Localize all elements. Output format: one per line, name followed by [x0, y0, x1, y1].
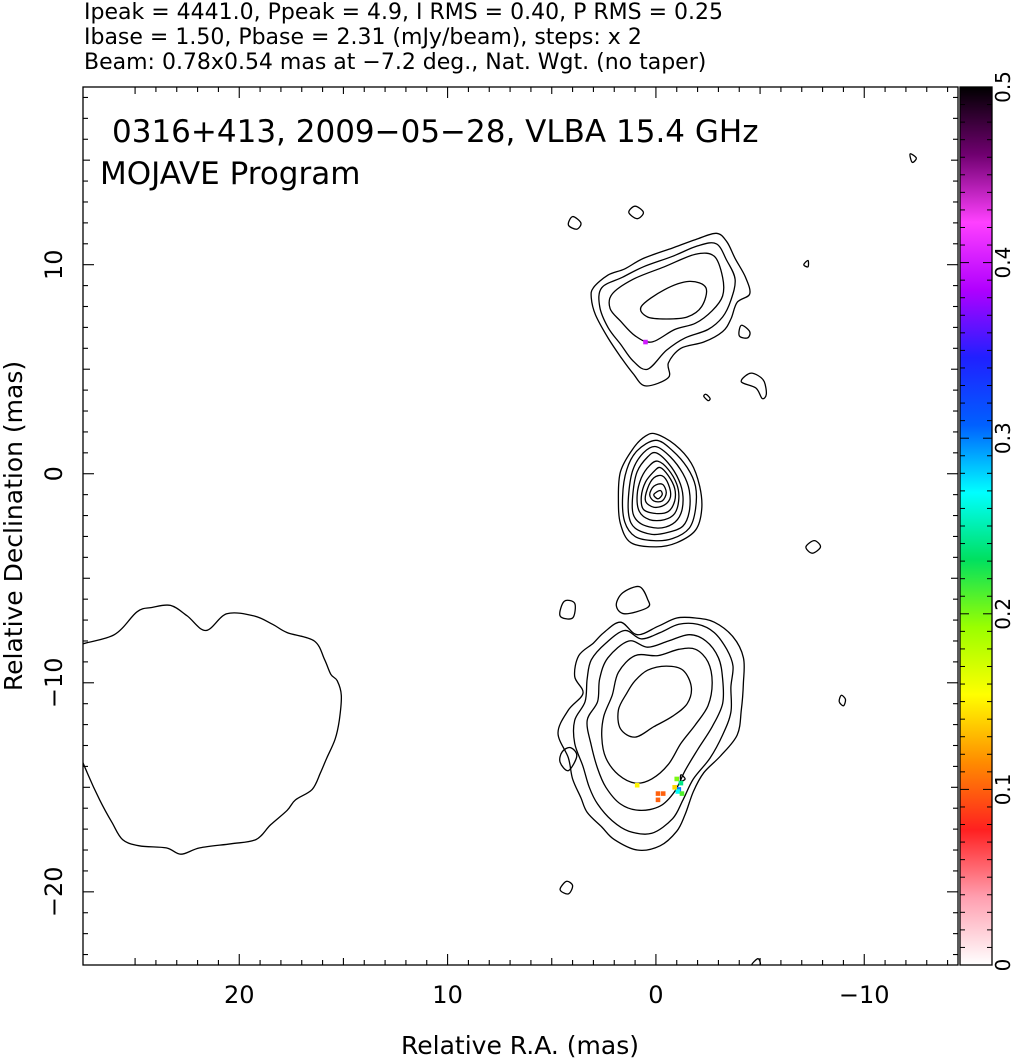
contour-line — [649, 483, 667, 503]
contour-line — [644, 474, 672, 509]
polarization-layer — [634, 339, 685, 803]
y-axis-ticks: 10 0 −10 −20 — [40, 96, 958, 956]
x-axis-label: Relative R.A. (mas) — [401, 1031, 639, 1060]
polarization-pixel — [672, 785, 677, 790]
contour-line — [586, 634, 725, 812]
contour-panel-1 — [0, 233, 343, 855]
x-tick-label: 0 — [648, 981, 663, 1009]
contour-line — [615, 585, 651, 615]
contour-line — [83, 604, 343, 855]
colorbar-tick-label: 0.3 — [991, 422, 1015, 454]
y-tick-label: 10 — [40, 249, 68, 280]
contour-line — [559, 880, 574, 895]
contour-line — [559, 599, 576, 620]
polarization-pixel — [674, 776, 680, 782]
contour-line — [738, 324, 751, 339]
contour-line — [37, 361, 58, 405]
header-line-1: Ipeak = 4441.0, Ppeak = 4.9, I RMS = 0.4… — [84, 0, 723, 25]
contour-line — [703, 393, 711, 402]
contour-line — [909, 153, 917, 164]
contour-line — [805, 539, 822, 554]
contour-line — [640, 466, 677, 515]
contour-line — [598, 242, 736, 371]
colorbar-ticks: 0 0.1 0.2 0.3 0.4 0.5 — [960, 71, 1015, 971]
contour-line — [567, 215, 582, 230]
contour-line — [608, 252, 725, 343]
contour-line — [572, 622, 734, 835]
polarization-pixel — [678, 780, 684, 786]
x-tick-label: −10 — [839, 981, 890, 1009]
contour-line — [590, 232, 751, 387]
polarization-pixel — [655, 797, 661, 803]
colorbar-tick-label: 0.1 — [991, 773, 1015, 805]
colorbar-tick-label: 0.5 — [991, 71, 1015, 103]
contour-line — [653, 489, 663, 500]
contour-line — [627, 445, 691, 536]
contour-line — [803, 259, 810, 268]
contour-line — [617, 665, 693, 738]
contour-line — [639, 280, 708, 320]
x-axis-ticks: 20 10 0 −10 — [134, 87, 949, 1009]
contour-line — [628, 205, 645, 220]
contour-line — [679, 774, 686, 782]
colorbar-tick-label: 0.4 — [991, 247, 1015, 279]
contour-line — [621, 439, 698, 542]
contour-line — [838, 694, 847, 707]
colorbar-tick-label: 0 — [991, 959, 1015, 972]
plot-frame — [82, 86, 959, 966]
contour-line — [559, 746, 578, 772]
contour-line — [617, 432, 703, 548]
contour-line — [0, 233, 25, 382]
x-tick-label: 20 — [224, 981, 255, 1009]
polarization-pixel — [675, 789, 681, 794]
polarization-pixel — [655, 791, 661, 796]
y-tick-label: −10 — [40, 657, 68, 708]
header-line-2: Ibase = 1.50, Pbase = 2.31 (mJy/beam), s… — [84, 25, 642, 50]
y-tick-label: −20 — [40, 867, 68, 918]
y-tick-label: 0 — [40, 466, 68, 481]
contour-line — [22, 327, 33, 344]
contour-panel-2 — [557, 153, 917, 965]
x-tick-label: 10 — [432, 981, 463, 1009]
header-line-3: Beam: 0.78x0.54 mas at −7.2 deg., Nat. W… — [84, 50, 707, 75]
polarization-pixel — [634, 782, 640, 788]
polarization-pixel — [660, 791, 666, 796]
polarization-pixel — [643, 339, 648, 345]
chart-title: 0316+413, 2009−05−28, VLBA 15.4 GHz — [112, 114, 758, 150]
contour-line — [631, 451, 684, 529]
contour-line — [601, 647, 713, 784]
polarization-pixel — [679, 791, 685, 796]
colorbar-tick-label: 0.2 — [991, 598, 1015, 630]
contour-line — [636, 460, 680, 522]
y-axis-label: Relative Declination (mas) — [0, 361, 28, 691]
chart-subtitle: MOJAVE Program — [100, 156, 360, 192]
contour-layer — [0, 153, 917, 965]
contour-line — [557, 616, 745, 851]
contour-line — [740, 372, 768, 400]
